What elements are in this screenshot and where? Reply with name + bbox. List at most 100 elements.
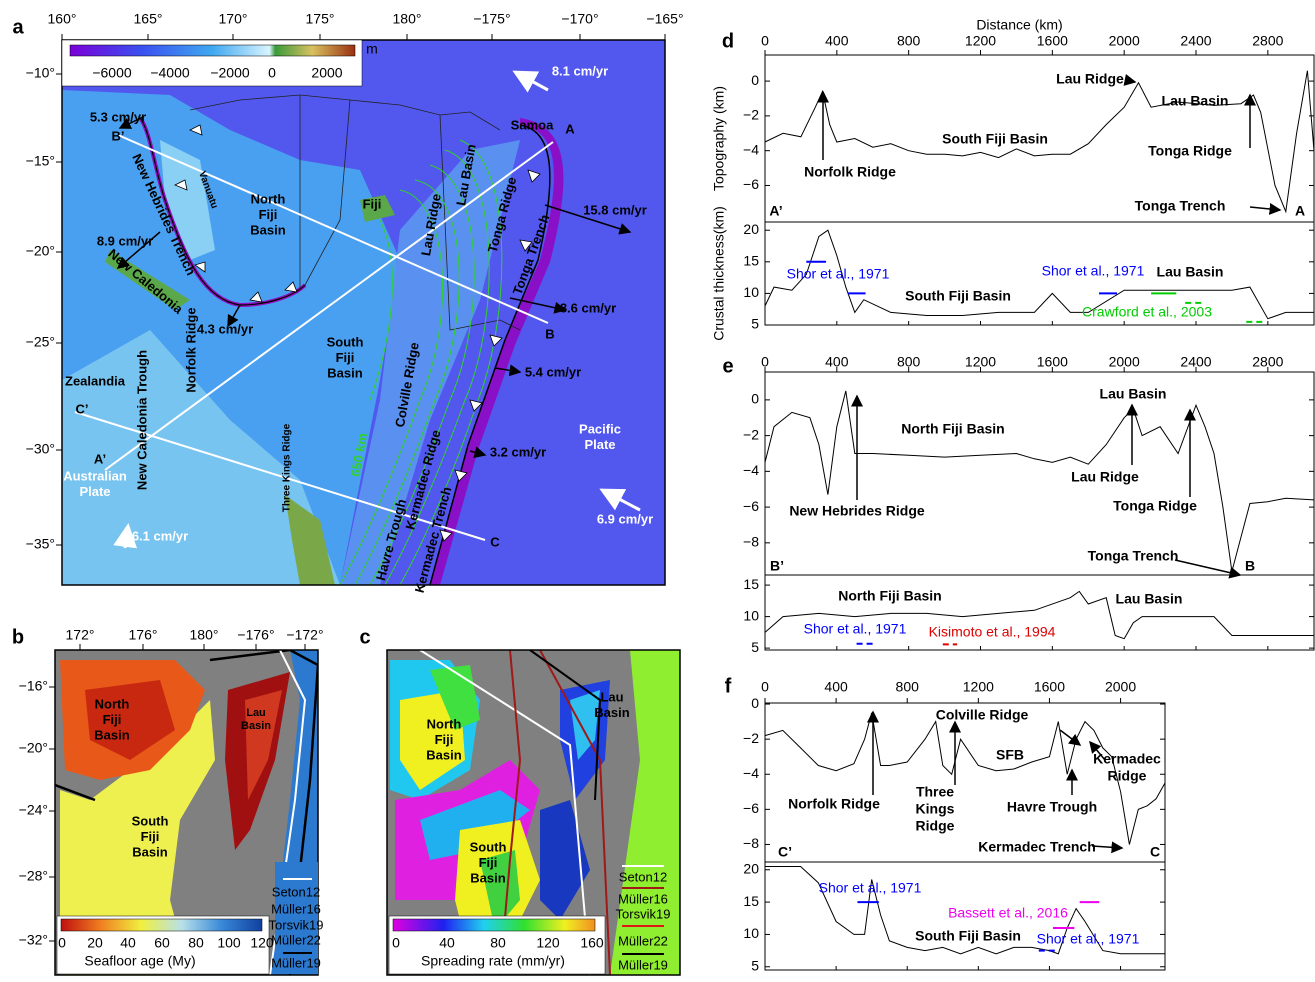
colorbar-tick-label: 60: [154, 935, 170, 951]
map-label: 5.4 cm/yr: [525, 364, 581, 379]
annotation: Crawford et al., 2003: [1082, 304, 1212, 320]
lon-tick-label: 170°: [219, 11, 248, 27]
map-label: Basin: [250, 223, 285, 238]
lon-tick-label: −175°: [473, 11, 510, 27]
annotation: Kings: [916, 801, 955, 817]
lon-tick-label: 180°: [393, 11, 422, 27]
annotation: A: [1295, 203, 1305, 219]
y-tick-label: 15: [743, 253, 759, 269]
colorbar-a: [70, 45, 355, 56]
map-label: 8.1 cm/yr: [552, 63, 608, 78]
map-label: Plate: [79, 484, 110, 499]
x-tick-label: 1600: [1034, 679, 1065, 695]
x-tick-label: 0: [761, 33, 769, 49]
x-tick-label: 2800: [1252, 33, 1283, 49]
y-tick-label: −2: [743, 426, 759, 442]
map-label: Fiji: [363, 196, 382, 211]
map-label: C’: [76, 401, 89, 416]
colorbar-tick-label: 0: [58, 935, 66, 951]
map-label: 6.9 cm/yr: [597, 511, 653, 526]
label: Fiji: [103, 712, 122, 727]
lon-tick-label: −172°: [286, 627, 323, 643]
annotation: SFB: [996, 747, 1024, 763]
legend-entry: Seton12: [272, 884, 320, 899]
map-label: B: [545, 326, 554, 341]
lon-tick-label: 172°: [66, 627, 95, 643]
annotation: New Hebrides Ridge: [789, 503, 925, 519]
y-tick-label: 15: [743, 576, 759, 592]
x-tick-label: 800: [896, 679, 920, 695]
y-tick-label: 5: [751, 957, 759, 973]
x-tick-label: 1600: [1037, 33, 1068, 49]
colorbar-tick-label: 20: [87, 935, 103, 951]
y-tick-label: 10: [743, 607, 759, 623]
map-label: Plate: [584, 437, 615, 452]
map-label: Fiji: [336, 350, 355, 365]
arrow: [1250, 207, 1280, 210]
annotation: Bassett et al., 2016: [948, 905, 1068, 921]
map-label: New Caledonia Trough: [134, 350, 149, 490]
panel-letter: f: [725, 675, 732, 697]
annotation: Lau Ridge: [1071, 469, 1139, 485]
map-label: Zealandia: [65, 373, 126, 388]
y-tick-label: 10: [743, 284, 759, 300]
x-tick-label: 2000: [1109, 33, 1140, 49]
y-tick-label: −2: [743, 730, 759, 746]
panel-letter: b: [12, 626, 24, 648]
profile-line: [765, 713, 1165, 845]
map-label: 6.1 cm/yr: [132, 528, 188, 543]
y-tick-label: 5: [751, 316, 759, 332]
legend-entry: Müller19: [618, 957, 668, 972]
profile-frame: [765, 55, 1314, 325]
label: Basin: [241, 720, 271, 732]
label: Basin: [594, 705, 629, 720]
colorbar-tick-label: −6000: [92, 65, 132, 81]
colorbar-b: [61, 919, 262, 931]
x-tick-label: 2400: [1180, 354, 1211, 370]
annotation: Shor et al., 1971: [804, 621, 907, 637]
annotation: C’: [778, 844, 792, 860]
colorbar-tick-label: 160: [580, 935, 604, 951]
colorbar-title: Spreading rate (mm/yr): [421, 953, 565, 969]
map-label: Samoa: [511, 117, 554, 132]
y-tick-label: 20: [743, 860, 759, 876]
annotation: Shor et al., 1971: [1037, 931, 1140, 947]
annotation: Lau Basin: [1100, 386, 1167, 402]
profile-line: [765, 391, 1314, 572]
map-label: 15.8 cm/yr: [583, 202, 647, 217]
label: Basin: [426, 748, 461, 763]
colorbar-tick-label: −4000: [150, 65, 190, 81]
y-axis-title: Topography (km): [711, 86, 727, 191]
y-tick-label: 20: [743, 221, 759, 237]
x-tick-label: 800: [897, 33, 921, 49]
lat-tick-label: −10°: [26, 65, 55, 81]
annotation: Lau Basin: [1157, 264, 1224, 280]
panel-letter: e: [722, 355, 733, 377]
label: Basin: [132, 845, 167, 860]
y-tick-label: −2: [743, 107, 759, 123]
y-tick-label: 0: [751, 695, 759, 711]
y-tick-label: −6: [743, 176, 759, 192]
colorbar-tick-label: 120: [250, 935, 274, 951]
map-label: A: [565, 121, 575, 136]
figure: abcdef160°165°170°175°180°−175°−170°−165…: [0, 0, 1315, 977]
colorbar-tick-label: 80: [188, 935, 204, 951]
y-tick-label: −4: [743, 765, 759, 781]
lat-tick-label: −16°: [19, 678, 48, 694]
map-label: Basin: [327, 366, 362, 381]
x-tick-label: 400: [825, 33, 849, 49]
panel-letter: a: [12, 16, 24, 38]
annotation: South Fiji Basin: [942, 131, 1048, 147]
legend-entry: Müller22: [618, 933, 668, 948]
annotation: North Fiji Basin: [838, 588, 941, 604]
y-tick-label: −8: [743, 835, 759, 851]
x-tick-label: 1200: [965, 33, 996, 49]
annotation: Kisimoto et al., 1994: [929, 624, 1056, 640]
label: South: [470, 839, 507, 854]
label: Lau: [600, 689, 623, 704]
annotation: Tonga Ridge: [1148, 143, 1232, 159]
label: North: [95, 696, 130, 711]
colorbar-tick-label: 80: [490, 935, 506, 951]
x-tick-label: 2000: [1105, 679, 1136, 695]
x-tick-label: 2000: [1109, 354, 1140, 370]
